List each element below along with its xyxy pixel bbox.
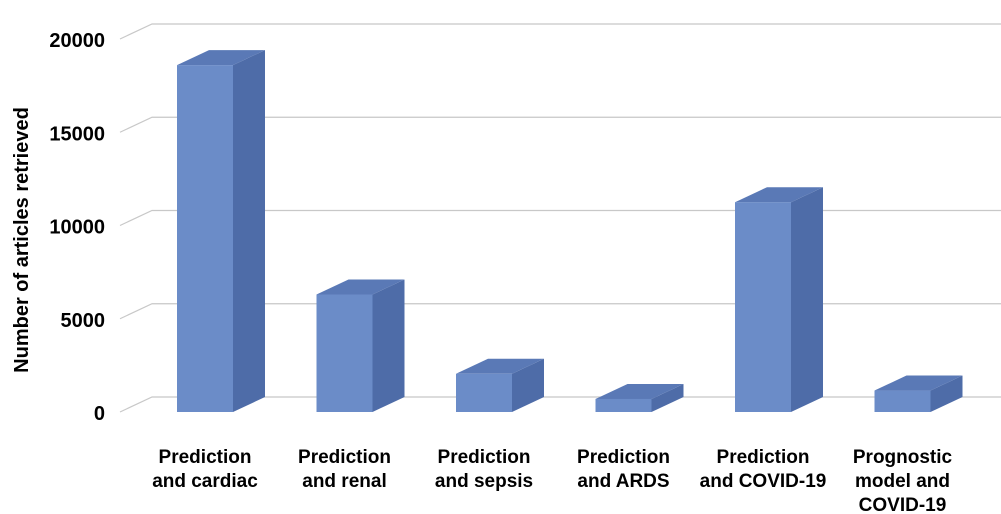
bar-front xyxy=(735,202,791,412)
x-tick-label: Prognostic model and COVID-19 xyxy=(853,447,953,514)
bar xyxy=(456,358,544,412)
gridlines xyxy=(119,23,1001,413)
bar-top xyxy=(456,358,544,374)
gridline xyxy=(119,303,1001,320)
bar-top xyxy=(177,50,265,66)
bar-side xyxy=(930,375,963,412)
bar xyxy=(316,279,405,412)
x-tick-label: Prediction and COVID-19 xyxy=(700,447,827,492)
bar-top xyxy=(595,383,684,399)
y-tick-label: 15000 xyxy=(49,123,105,145)
bar-side xyxy=(791,187,823,412)
x-tick-label: Prediction and sepsis xyxy=(435,447,533,492)
gridline xyxy=(119,23,1001,40)
bar-front xyxy=(316,294,373,412)
x-tick-label: Prediction and ARDS xyxy=(577,447,670,492)
y-tick-label: 0 xyxy=(94,403,105,425)
bar-front xyxy=(456,373,512,412)
bar xyxy=(735,187,823,412)
gridline xyxy=(119,209,1001,227)
x-axis-ticks: Prediction and cardiac Prediction and renal… xyxy=(152,447,952,514)
bar xyxy=(595,383,684,412)
bar-top xyxy=(316,279,405,295)
bar-side xyxy=(512,358,544,412)
y-axis-label: Number of articles retrieved xyxy=(11,107,33,373)
x-tick-label: Prediction and cardiac xyxy=(152,447,258,492)
bar-side xyxy=(372,279,405,412)
bars xyxy=(177,50,963,413)
y-tick-label: 20000 xyxy=(49,30,105,52)
bar-top xyxy=(735,187,823,203)
bar-front xyxy=(177,65,233,413)
gridline xyxy=(119,396,1001,413)
bar-front xyxy=(595,398,652,412)
bar-side xyxy=(651,383,684,412)
y-axis-ticks: 0 5000 10000 15000 20000 xyxy=(49,30,105,425)
gridline xyxy=(119,116,1001,133)
bar xyxy=(177,50,265,413)
bar-side xyxy=(233,50,265,413)
bar xyxy=(874,375,963,412)
bar-top xyxy=(874,375,963,391)
bar-front xyxy=(874,390,931,412)
y-tick-label: 10000 xyxy=(49,217,105,239)
y-tick-label: 5000 xyxy=(61,310,106,332)
x-tick-label: Prediction and renal xyxy=(298,447,391,492)
